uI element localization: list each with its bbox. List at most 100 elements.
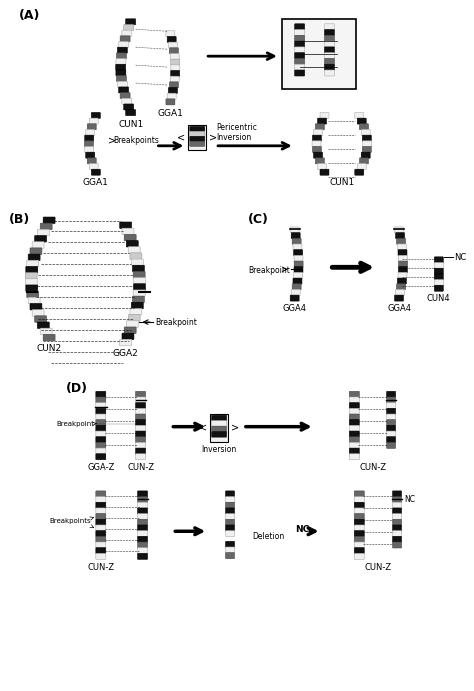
FancyBboxPatch shape [131, 302, 143, 309]
FancyBboxPatch shape [392, 491, 401, 497]
FancyBboxPatch shape [122, 228, 134, 235]
FancyBboxPatch shape [116, 70, 126, 76]
FancyBboxPatch shape [226, 491, 235, 497]
FancyBboxPatch shape [122, 333, 134, 339]
FancyBboxPatch shape [434, 280, 443, 285]
FancyBboxPatch shape [170, 53, 179, 59]
FancyBboxPatch shape [137, 497, 147, 502]
FancyBboxPatch shape [293, 272, 302, 278]
FancyBboxPatch shape [349, 414, 359, 420]
FancyBboxPatch shape [137, 542, 147, 548]
FancyBboxPatch shape [128, 314, 140, 321]
FancyBboxPatch shape [295, 64, 305, 70]
FancyBboxPatch shape [359, 158, 368, 164]
FancyBboxPatch shape [96, 391, 106, 397]
Text: Breakpoint: Breakpoint [155, 318, 197, 327]
FancyBboxPatch shape [392, 531, 401, 537]
FancyBboxPatch shape [295, 53, 305, 59]
FancyBboxPatch shape [325, 41, 335, 47]
Bar [210, 414, 228, 442]
FancyBboxPatch shape [126, 240, 138, 247]
FancyBboxPatch shape [392, 536, 401, 542]
Text: >: > [231, 423, 239, 433]
FancyBboxPatch shape [387, 431, 396, 437]
FancyBboxPatch shape [40, 328, 52, 334]
FancyBboxPatch shape [96, 548, 106, 553]
FancyBboxPatch shape [290, 295, 299, 301]
FancyBboxPatch shape [30, 303, 42, 310]
Text: CUN1: CUN1 [329, 178, 355, 187]
FancyBboxPatch shape [354, 548, 364, 553]
FancyBboxPatch shape [84, 141, 93, 146]
FancyBboxPatch shape [137, 525, 147, 531]
FancyBboxPatch shape [434, 274, 443, 280]
FancyBboxPatch shape [136, 397, 146, 403]
FancyBboxPatch shape [325, 30, 335, 35]
FancyBboxPatch shape [315, 158, 324, 164]
FancyBboxPatch shape [312, 146, 321, 153]
FancyBboxPatch shape [91, 169, 100, 176]
FancyBboxPatch shape [325, 59, 335, 64]
FancyBboxPatch shape [226, 502, 235, 509]
FancyBboxPatch shape [314, 129, 322, 135]
Text: GGA4: GGA4 [387, 304, 411, 313]
FancyBboxPatch shape [226, 513, 235, 520]
FancyBboxPatch shape [387, 426, 396, 431]
FancyBboxPatch shape [96, 525, 106, 531]
FancyBboxPatch shape [96, 513, 106, 520]
FancyBboxPatch shape [357, 118, 366, 124]
FancyBboxPatch shape [226, 520, 235, 525]
Text: GGA1: GGA1 [157, 109, 183, 118]
FancyBboxPatch shape [362, 135, 371, 141]
FancyBboxPatch shape [359, 124, 368, 130]
FancyBboxPatch shape [96, 437, 106, 443]
FancyBboxPatch shape [387, 397, 396, 403]
FancyBboxPatch shape [137, 548, 147, 553]
Text: (B): (B) [9, 213, 31, 225]
FancyBboxPatch shape [96, 536, 106, 542]
FancyBboxPatch shape [96, 403, 106, 408]
FancyBboxPatch shape [212, 415, 227, 421]
FancyBboxPatch shape [137, 502, 147, 509]
FancyBboxPatch shape [86, 152, 95, 158]
FancyBboxPatch shape [190, 136, 205, 142]
FancyBboxPatch shape [120, 222, 132, 229]
FancyBboxPatch shape [190, 126, 205, 131]
FancyBboxPatch shape [96, 553, 106, 559]
FancyBboxPatch shape [226, 547, 235, 553]
FancyBboxPatch shape [116, 59, 126, 64]
FancyBboxPatch shape [136, 426, 146, 431]
FancyBboxPatch shape [399, 256, 407, 261]
FancyBboxPatch shape [398, 272, 407, 278]
FancyBboxPatch shape [363, 141, 372, 146]
FancyBboxPatch shape [118, 82, 128, 87]
Text: Deletion: Deletion [252, 532, 284, 541]
FancyBboxPatch shape [43, 217, 55, 223]
FancyBboxPatch shape [361, 129, 370, 135]
FancyBboxPatch shape [226, 553, 235, 558]
FancyBboxPatch shape [397, 238, 405, 245]
FancyBboxPatch shape [171, 65, 180, 70]
Text: <: < [199, 423, 207, 433]
FancyBboxPatch shape [349, 454, 359, 460]
FancyBboxPatch shape [226, 531, 235, 537]
FancyBboxPatch shape [134, 284, 146, 290]
FancyBboxPatch shape [397, 278, 406, 284]
FancyBboxPatch shape [136, 442, 146, 448]
FancyBboxPatch shape [295, 23, 305, 30]
FancyBboxPatch shape [25, 278, 37, 285]
FancyBboxPatch shape [314, 152, 322, 158]
FancyBboxPatch shape [294, 256, 303, 261]
FancyBboxPatch shape [292, 284, 301, 290]
FancyBboxPatch shape [132, 265, 145, 272]
FancyBboxPatch shape [212, 426, 227, 432]
FancyBboxPatch shape [394, 227, 403, 233]
FancyBboxPatch shape [312, 141, 321, 146]
FancyBboxPatch shape [349, 437, 359, 443]
FancyBboxPatch shape [349, 442, 359, 448]
FancyBboxPatch shape [137, 536, 147, 542]
FancyBboxPatch shape [392, 513, 401, 520]
FancyBboxPatch shape [133, 272, 145, 278]
FancyBboxPatch shape [226, 541, 235, 547]
Text: CUN-Z: CUN-Z [365, 562, 392, 571]
